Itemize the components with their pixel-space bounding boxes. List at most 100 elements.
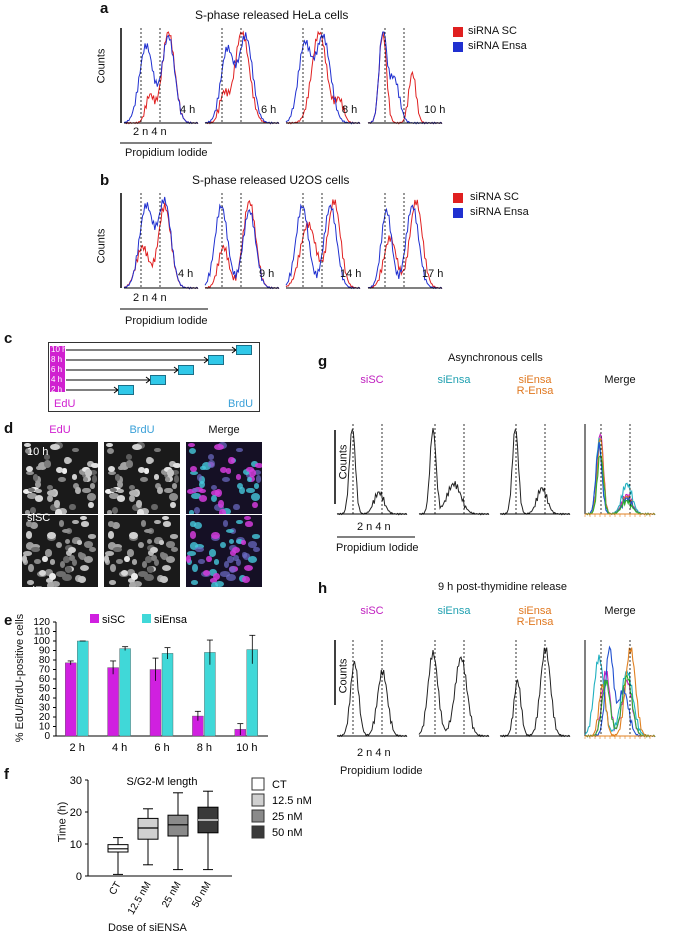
- hist-histG-1: [418, 424, 490, 516]
- f-xtick-label: 25 nM: [160, 880, 183, 910]
- nucleus: [143, 528, 153, 533]
- nucleus: [210, 578, 218, 584]
- nucleus: [46, 489, 57, 496]
- nucleus: [233, 555, 239, 562]
- nucleus: [83, 541, 93, 548]
- e-xtick-label: 10 h: [236, 742, 257, 754]
- nucleus: [248, 555, 258, 564]
- pulse-time-0: 10 h: [51, 345, 67, 354]
- nucleus: [188, 509, 195, 514]
- brdu-pulse-box: [118, 385, 134, 395]
- nucleus: [120, 569, 128, 577]
- nucleus: [253, 546, 260, 552]
- e-ytick-label: 40: [39, 693, 51, 704]
- time-label-a-0: 4 h: [180, 104, 196, 116]
- nucleus: [22, 551, 32, 557]
- column-header-2: siEnsa R-Ensa: [516, 605, 554, 628]
- e-ytick-label: 80: [39, 655, 51, 666]
- nucleus: [194, 506, 201, 514]
- panel-h-xlabel: Propidium Iodide: [340, 765, 423, 777]
- nucleus: [137, 508, 144, 514]
- nucleus: [113, 547, 123, 552]
- box-12.5 nM: [137, 817, 159, 840]
- column-header-1: siEnsa: [437, 605, 471, 617]
- nucleus: [253, 469, 262, 476]
- nucleus: [138, 467, 146, 474]
- nucleus: [199, 488, 206, 494]
- nucleus: [58, 519, 65, 527]
- nucleus: [124, 556, 130, 563]
- panel-g-xticks: 2 n 4 n: [357, 521, 391, 533]
- nucleus: [220, 541, 226, 548]
- nucleus: [89, 469, 98, 476]
- nucleus: [64, 566, 73, 574]
- nucleus: [80, 515, 88, 520]
- pulse-scheme-frame: [48, 342, 260, 412]
- nucleus: [252, 501, 259, 509]
- nucleus: [107, 466, 115, 473]
- f-legend-label-1: 12.5 nM: [272, 795, 312, 807]
- nucleus: [28, 487, 35, 492]
- nucleus: [210, 582, 219, 587]
- nucleus: [26, 471, 35, 476]
- nucleus: [65, 539, 71, 545]
- e-ytick-label: 0: [44, 731, 50, 742]
- nucleus: [47, 531, 56, 539]
- nucleus: [117, 475, 123, 484]
- panel-a-label: a: [100, 0, 109, 17]
- nucleus: [49, 573, 56, 581]
- pulse-time-2: 6 h: [51, 365, 63, 374]
- nucleus: [71, 519, 79, 525]
- time-label-b-3: 17 h: [422, 268, 444, 280]
- micro-row-sisc: siSC: [27, 512, 51, 524]
- nucleus: [228, 566, 237, 574]
- nucleus: [186, 555, 192, 564]
- nucleus: [194, 544, 205, 550]
- nucleus: [151, 555, 157, 562]
- brdu-pulse-box: [236, 345, 252, 355]
- histogram-trace: [584, 654, 656, 738]
- nucleus: [151, 503, 158, 511]
- nucleus: [241, 540, 247, 545]
- nucleus: [235, 474, 242, 480]
- nucleus: [153, 519, 161, 525]
- nucleus: [190, 542, 199, 550]
- hist-a-3: [367, 28, 443, 125]
- nucleus: [34, 559, 42, 564]
- panel-b-yaxis: [120, 193, 122, 288]
- histogram-trace: [367, 204, 443, 290]
- panel-a-title: S-phase released HeLa cells: [195, 8, 349, 22]
- nucleus: [126, 454, 133, 460]
- nucleus: [29, 521, 39, 529]
- nucleus: [110, 563, 116, 572]
- nucleus: [229, 539, 235, 545]
- f-xtick-label: CT: [107, 880, 123, 897]
- micrograph-0-2: [186, 442, 262, 514]
- e-ytick-label: 70: [39, 665, 51, 676]
- panel-g-yaxis: [334, 430, 336, 504]
- hist-a-0: [123, 28, 199, 125]
- nucleus: [38, 462, 48, 470]
- nucleus: [38, 569, 46, 577]
- nucleus: [244, 515, 252, 520]
- nucleus: [246, 477, 253, 483]
- nucleus: [24, 509, 31, 514]
- nucleus: [137, 571, 148, 578]
- nucleus: [242, 553, 251, 560]
- nucleus: [160, 553, 169, 560]
- nucleus: [169, 534, 178, 539]
- nucleus: [62, 574, 72, 581]
- hist-a-2: [285, 28, 361, 125]
- nucleus: [149, 546, 159, 554]
- nucleus: [219, 571, 230, 578]
- nucleus: [166, 469, 174, 477]
- e-xtick-label: 6 h: [154, 742, 169, 754]
- nucleus: [71, 558, 77, 566]
- nucleus: [242, 469, 250, 476]
- nucleus: [66, 550, 72, 557]
- panel-d-label: d: [4, 420, 14, 437]
- nucleus: [230, 550, 236, 557]
- nucleus: [157, 486, 163, 495]
- nucleus: [114, 474, 121, 481]
